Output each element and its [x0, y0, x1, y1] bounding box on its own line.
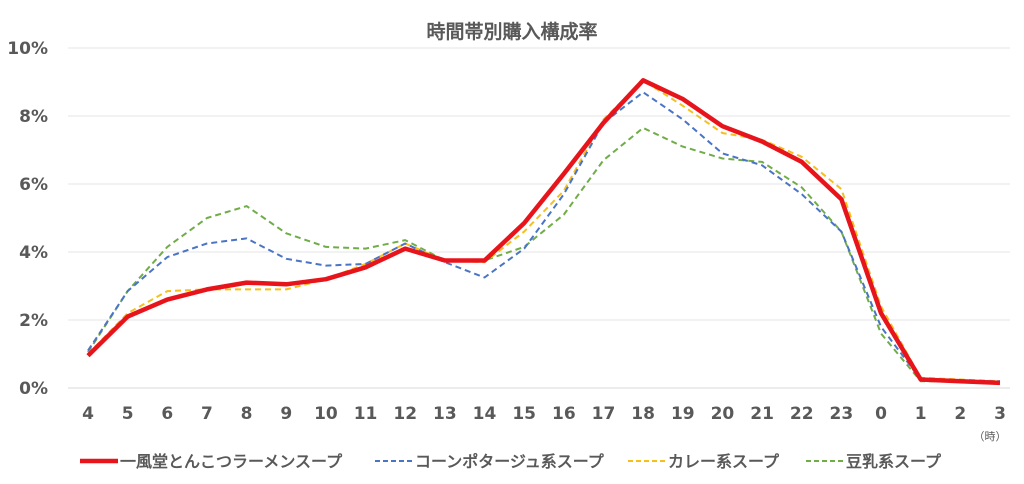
x-tick-label: 12: [393, 404, 417, 424]
x-axis-unit-label: （時）: [974, 430, 1007, 443]
x-tick-label: 18: [631, 404, 655, 424]
x-tick-label: 21: [750, 404, 774, 424]
x-tick-label: 15: [512, 404, 536, 424]
series-line: [87, 91, 1000, 383]
x-tick-label: 10: [314, 404, 338, 424]
y-tick-label: 8%: [19, 107, 48, 127]
x-tick-label: 22: [790, 404, 814, 424]
x-tick-label: 16: [552, 404, 576, 424]
x-tick-label: 17: [592, 404, 616, 424]
x-tick-label: 7: [201, 404, 213, 424]
chart-title: 時間帯別購入構成率: [426, 20, 597, 43]
x-tick-label: 0: [875, 404, 887, 424]
x-tick-label: 13: [433, 404, 457, 424]
y-tick-label: 6%: [19, 175, 48, 195]
series-line: [86, 78, 1001, 386]
x-tick-label: 19: [671, 404, 695, 424]
x-tick-label: 23: [830, 404, 854, 424]
x-tick-label: 5: [122, 404, 134, 424]
legend-label: カレー系スープ: [668, 452, 780, 471]
x-tick-label: 3: [994, 404, 1006, 424]
y-tick-label: 2%: [19, 311, 48, 331]
x-tick-label: 20: [711, 404, 735, 424]
x-tick-label: 4: [82, 404, 94, 424]
y-tick-label: 4%: [19, 243, 48, 263]
x-tick-label: 11: [354, 404, 378, 424]
series-line: [87, 126, 1000, 383]
x-tick-label: 9: [280, 404, 292, 424]
legend-label: 豆乳系スープ: [846, 452, 942, 471]
y-tick-label: 10%: [7, 39, 48, 59]
x-tick-label: 8: [241, 404, 253, 424]
x-tick-label: 14: [473, 404, 497, 424]
legend-label: コーンポタージュ系スープ: [415, 452, 605, 471]
x-tick-label: 1: [915, 404, 927, 424]
x-tick-label: 2: [954, 404, 966, 424]
x-tick-label: 6: [161, 404, 173, 424]
series-line: [87, 79, 1001, 383]
legend-label: 一風堂とんこつラーメンスープ: [120, 452, 343, 471]
y-tick-label: 0%: [19, 379, 48, 399]
